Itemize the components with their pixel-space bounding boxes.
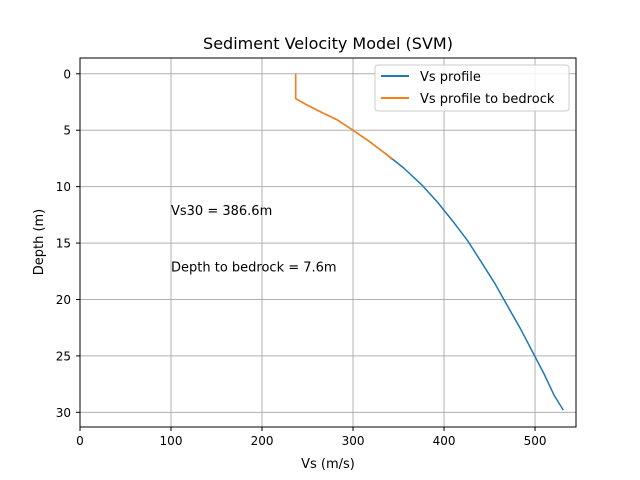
y-tick-label: 20 <box>56 293 71 307</box>
y-tick-label: 30 <box>56 406 71 420</box>
x-axis-label: Vs (m/s) <box>301 457 355 472</box>
plot-area <box>294 73 564 411</box>
legend-box <box>374 64 570 112</box>
x-tick-label: 100 <box>160 434 183 448</box>
grid <box>79 58 576 427</box>
legend-label: Vs profile <box>420 70 481 85</box>
series-line-1 <box>294 73 393 161</box>
y-tick-label: 5 <box>63 124 71 138</box>
y-tick-label: 0 <box>63 67 71 81</box>
chart-title: Sediment Velocity Model (SVM) <box>203 34 453 53</box>
x-tick-label: 300 <box>342 434 365 448</box>
axes-frame <box>79 57 577 428</box>
y-tick-label: 25 <box>56 349 71 363</box>
x-tick-label: 200 <box>251 434 274 448</box>
annotations: Vs30 = 386.6m Depth to bedrock = 7.6m <box>171 204 337 275</box>
annotation: Vs30 = 386.6m <box>171 204 272 219</box>
x-tick-label: 500 <box>524 434 547 448</box>
legend: Vs profile Vs profile to bedrock <box>374 64 570 112</box>
annotation: Depth to bedrock = 7.6m <box>171 260 337 275</box>
y-axis: 0 5 10 15 20 25 30 <box>56 67 80 420</box>
y-tick-label: 10 <box>56 180 71 194</box>
x-tick-label: 400 <box>433 434 456 448</box>
y-tick-label: 15 <box>56 237 71 251</box>
legend-label: Vs profile to bedrock <box>420 92 555 107</box>
y-axis-label: Depth (m) <box>32 209 47 276</box>
x-tick-label: 0 <box>76 434 84 448</box>
x-axis: 0 100 200 300 400 500 <box>76 427 546 448</box>
